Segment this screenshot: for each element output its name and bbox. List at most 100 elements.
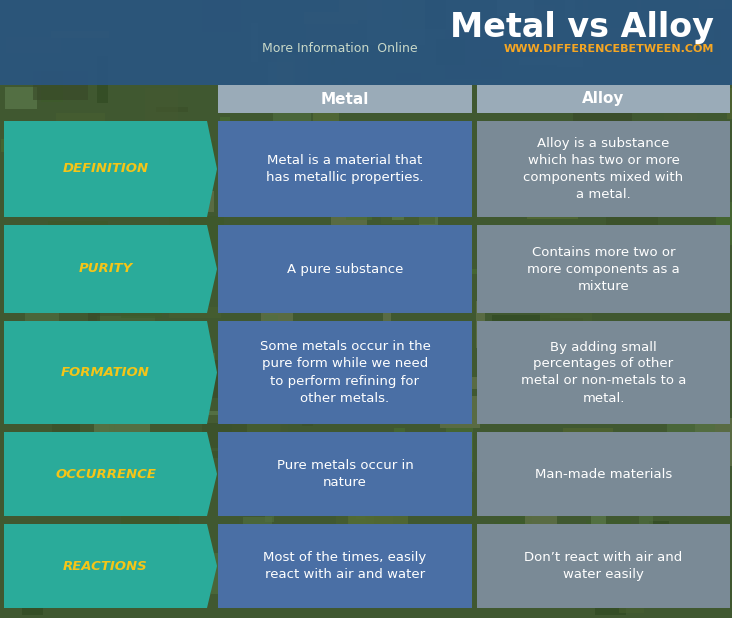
Bar bbox=[692, 402, 717, 416]
Bar bbox=[589, 0, 638, 28]
Bar bbox=[343, 78, 365, 113]
Bar bbox=[571, 565, 602, 580]
Bar bbox=[383, 301, 391, 343]
Bar bbox=[312, 539, 331, 583]
Bar bbox=[218, 121, 472, 217]
Bar bbox=[494, 522, 531, 552]
Bar bbox=[17, 152, 29, 160]
Bar bbox=[18, 270, 50, 285]
Bar bbox=[302, 406, 313, 426]
Bar bbox=[392, 185, 404, 220]
Bar bbox=[270, 129, 304, 176]
Bar bbox=[673, 0, 716, 6]
Bar bbox=[232, 410, 280, 444]
Bar bbox=[52, 420, 80, 447]
Bar bbox=[567, 569, 586, 591]
Bar bbox=[690, 539, 727, 557]
Bar bbox=[336, 515, 392, 557]
Bar bbox=[477, 225, 730, 313]
Bar bbox=[171, 334, 186, 356]
Bar bbox=[403, 0, 446, 29]
Bar bbox=[639, 508, 653, 527]
Bar bbox=[606, 145, 662, 174]
Bar bbox=[172, 387, 184, 395]
Bar bbox=[477, 121, 730, 217]
Bar bbox=[439, 561, 445, 588]
Polygon shape bbox=[4, 524, 217, 608]
Bar bbox=[1, 139, 45, 152]
Bar bbox=[339, 0, 381, 20]
Bar bbox=[226, 447, 275, 467]
Bar bbox=[621, 39, 631, 69]
Text: WWW.DIFFERENCEBETWEEN.COM: WWW.DIFFERENCEBETWEEN.COM bbox=[504, 44, 714, 54]
Bar bbox=[313, 106, 339, 128]
Text: DEFINITION: DEFINITION bbox=[62, 163, 149, 176]
Bar bbox=[117, 0, 139, 19]
Bar bbox=[96, 571, 114, 581]
Bar bbox=[307, 234, 339, 242]
Bar bbox=[237, 497, 248, 516]
Bar bbox=[150, 217, 180, 229]
Bar bbox=[595, 603, 627, 614]
Bar bbox=[447, 428, 473, 472]
Bar bbox=[279, 347, 336, 355]
Bar bbox=[477, 432, 730, 516]
Bar bbox=[168, 216, 224, 250]
Bar bbox=[500, 502, 531, 546]
Bar bbox=[716, 202, 732, 245]
Bar bbox=[543, 345, 586, 368]
Bar bbox=[481, 59, 498, 67]
Bar bbox=[349, 490, 374, 528]
Bar bbox=[304, 12, 358, 24]
Bar bbox=[490, 175, 509, 195]
Text: A pure substance: A pure substance bbox=[287, 263, 403, 276]
Bar bbox=[264, 315, 277, 340]
Bar bbox=[8, 478, 37, 519]
Bar bbox=[706, 46, 732, 76]
Text: Don’t react with air and
water easily: Don’t react with air and water easily bbox=[524, 551, 683, 581]
Bar bbox=[51, 30, 109, 38]
Bar bbox=[619, 584, 644, 612]
Bar bbox=[271, 55, 307, 102]
Bar bbox=[25, 309, 59, 323]
Bar bbox=[97, 316, 155, 332]
Bar bbox=[265, 509, 274, 522]
Bar bbox=[218, 524, 472, 608]
Bar bbox=[330, 171, 353, 178]
Bar bbox=[168, 307, 221, 318]
Bar bbox=[309, 40, 335, 65]
Bar bbox=[509, 379, 544, 410]
Bar bbox=[39, 549, 98, 585]
Bar bbox=[477, 321, 730, 424]
Bar bbox=[477, 85, 730, 113]
Polygon shape bbox=[4, 432, 217, 516]
Bar bbox=[33, 71, 88, 99]
Bar bbox=[5, 87, 37, 109]
Bar bbox=[487, 478, 507, 515]
Bar bbox=[482, 126, 506, 146]
Bar bbox=[616, 370, 625, 415]
Text: Most of the times, easily
react with air and water: Most of the times, easily react with air… bbox=[264, 551, 427, 581]
Bar bbox=[526, 202, 578, 219]
Bar bbox=[608, 143, 641, 164]
Bar bbox=[30, 562, 80, 585]
Text: Alloy is a substance
which has two or more
components mixed with
a metal.: Alloy is a substance which has two or mo… bbox=[523, 137, 684, 201]
Bar bbox=[108, 467, 147, 485]
Bar bbox=[591, 365, 643, 406]
Bar bbox=[151, 371, 204, 395]
Bar bbox=[401, 553, 458, 561]
Bar bbox=[663, 110, 680, 152]
Bar bbox=[0, 0, 732, 85]
Text: Metal vs Alloy: Metal vs Alloy bbox=[450, 11, 714, 43]
Bar bbox=[124, 43, 161, 66]
Bar bbox=[206, 140, 215, 160]
Bar bbox=[337, 151, 362, 166]
Bar bbox=[394, 428, 406, 440]
Bar bbox=[202, 451, 228, 458]
Bar bbox=[676, 243, 689, 283]
Bar bbox=[642, 244, 660, 294]
Bar bbox=[563, 428, 613, 439]
Bar bbox=[331, 184, 367, 224]
Bar bbox=[260, 147, 299, 178]
Bar bbox=[268, 62, 294, 107]
